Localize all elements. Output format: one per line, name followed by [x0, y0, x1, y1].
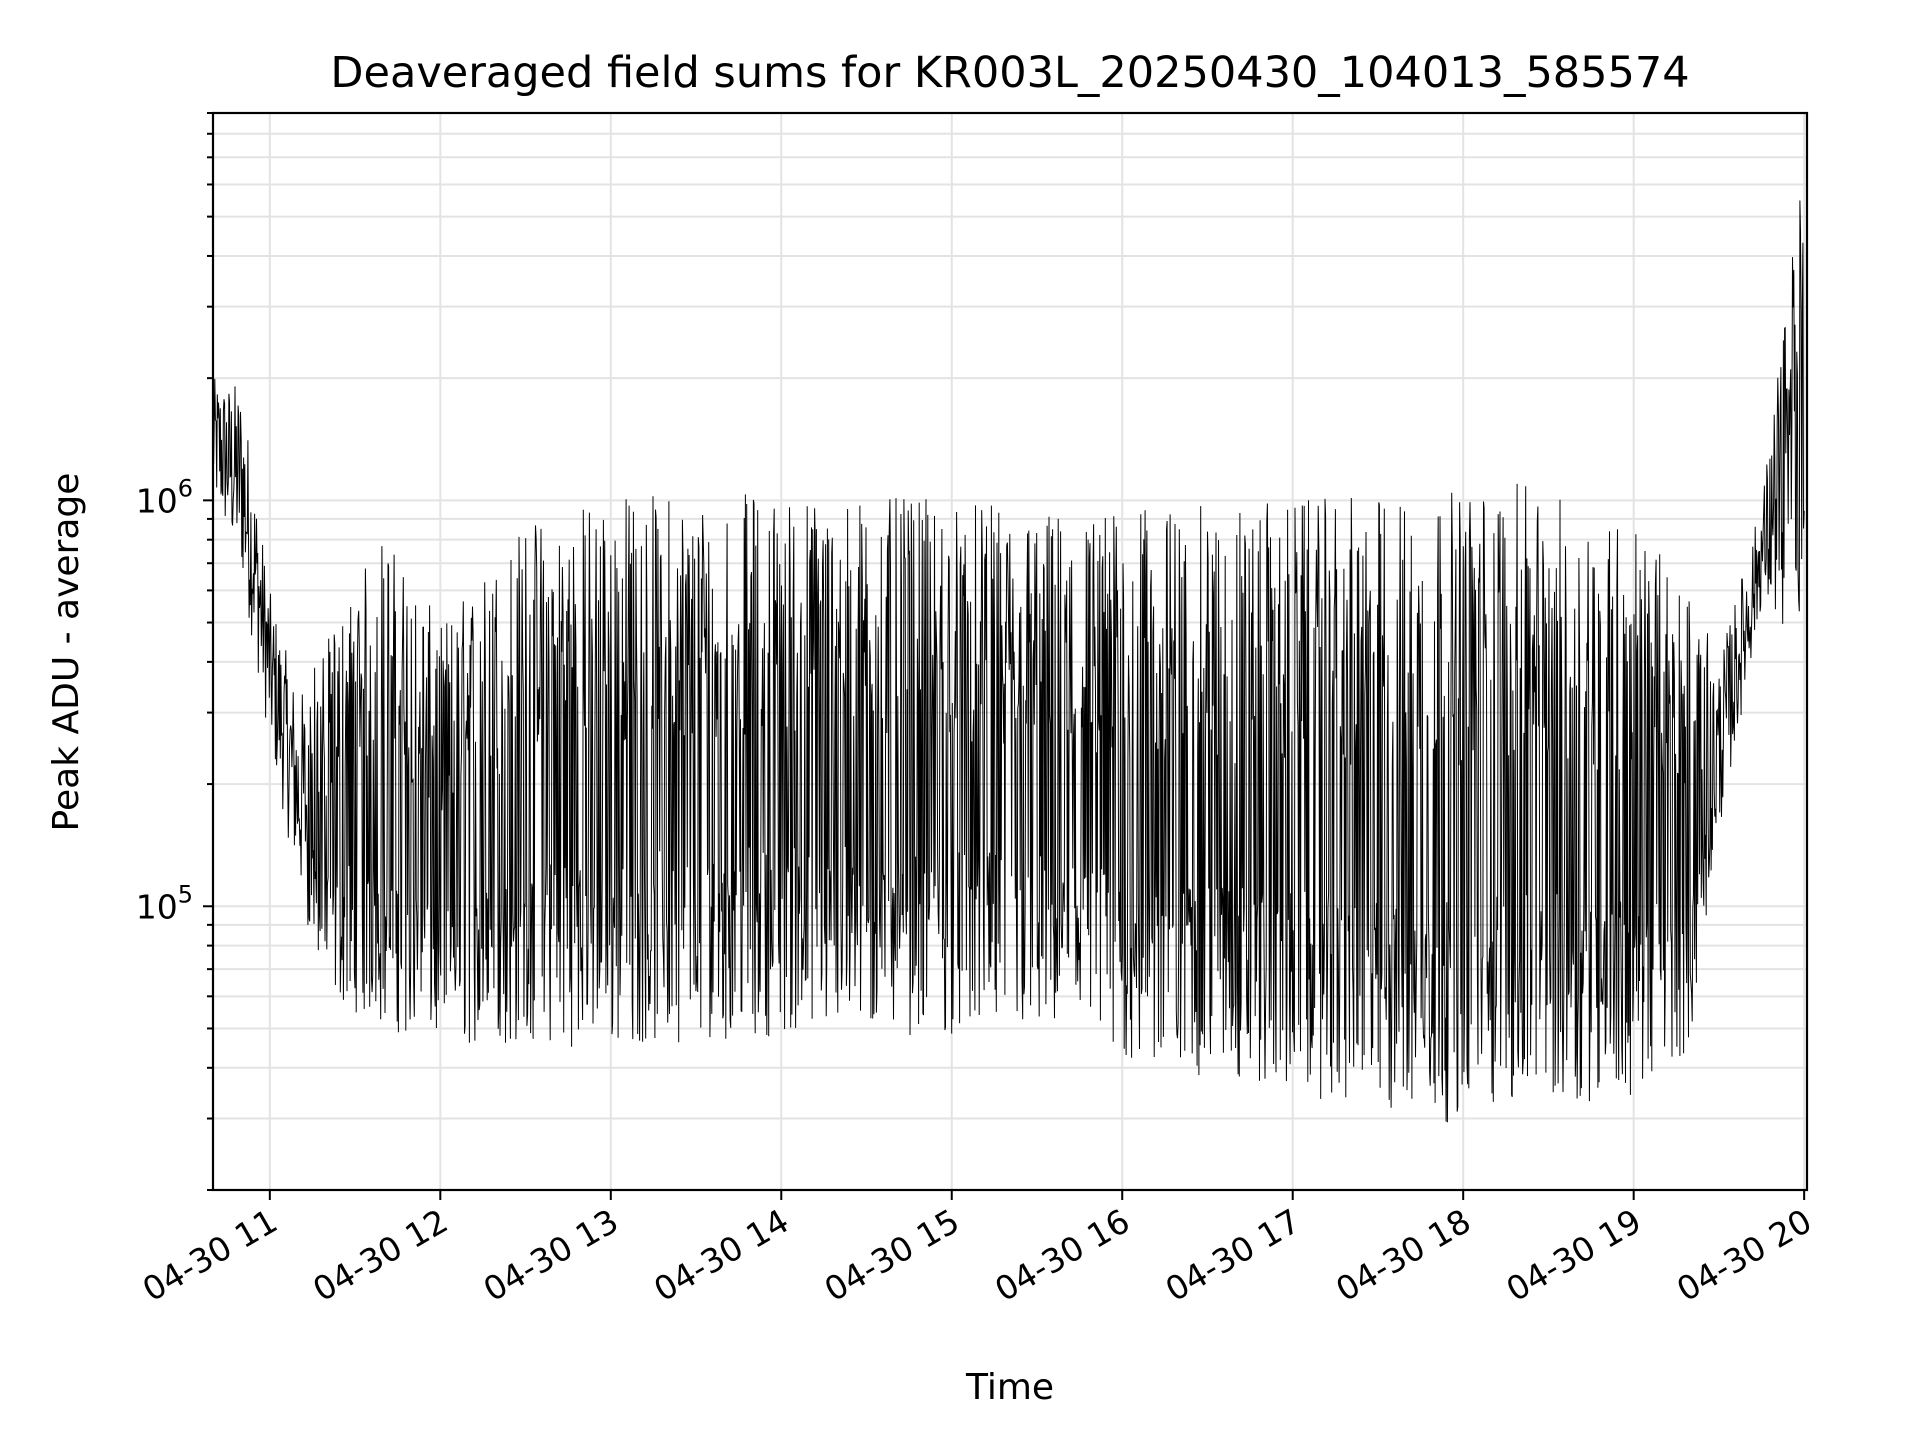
x-axis-label: Time: [965, 1367, 1054, 1408]
y-tick-label: 105: [136, 880, 193, 926]
grid: [213, 112, 1807, 1191]
y-axis-ticks: 105 106: [136, 112, 213, 1191]
y-axis-label: Peak ADU - average: [46, 473, 87, 832]
plot-frame: [211, 111, 1809, 1192]
data-line: [212, 200, 1805, 1123]
chart-title: Deaveraged field sums for KR003L_2025043…: [330, 48, 1689, 98]
series-line: [212, 200, 1805, 1123]
y-tick-label: 106: [136, 474, 193, 520]
